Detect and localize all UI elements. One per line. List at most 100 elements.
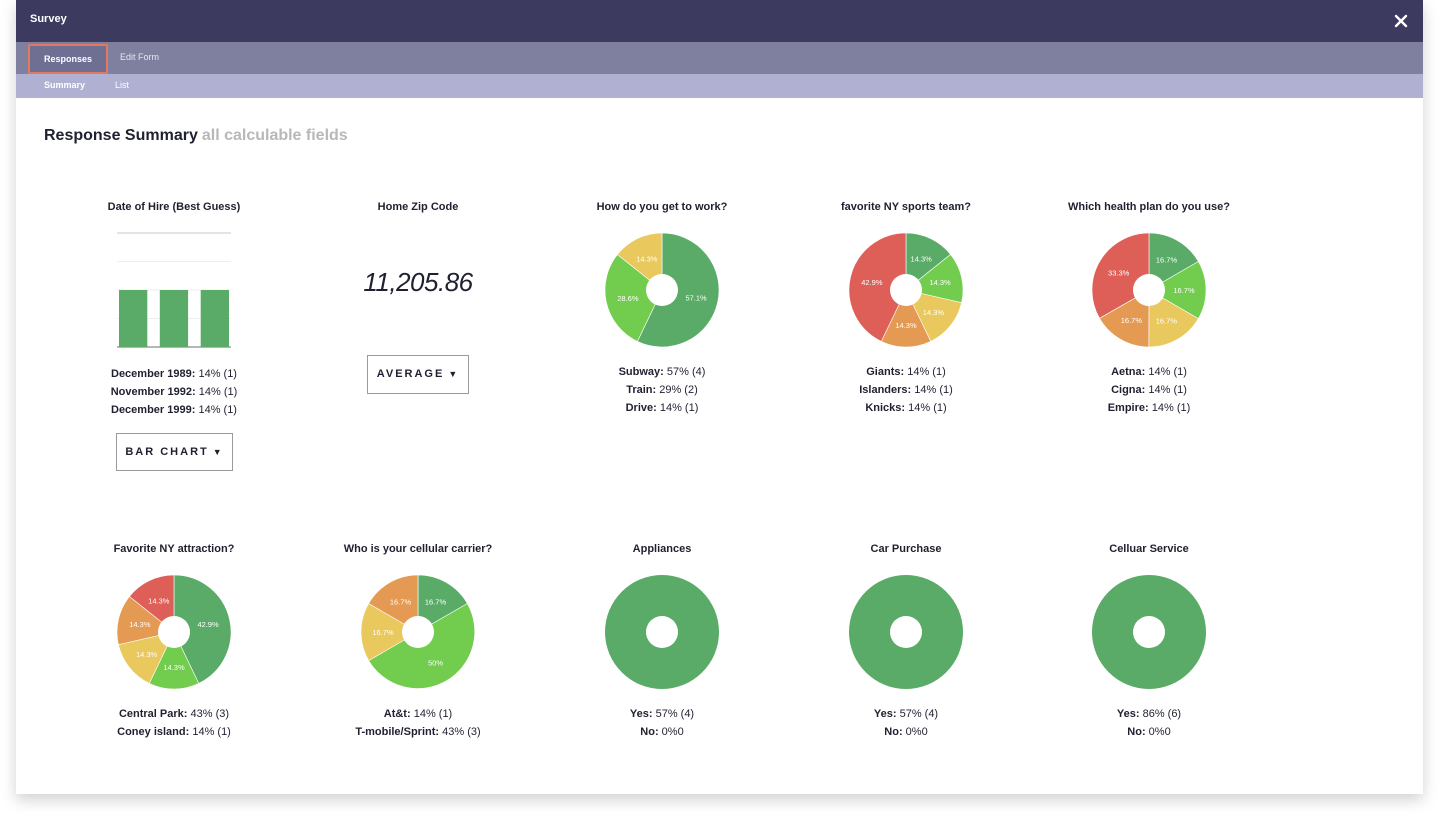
pie-slice — [1148, 233, 1199, 291]
legend-label: December 1999: — [111, 404, 196, 416]
secondary-tabs: Summary List — [16, 74, 1423, 98]
slice-label: 16.7% — [1156, 256, 1178, 265]
legend: Giants: 14% (1) Islanders: 14% (1) Knicks:… — [806, 363, 1006, 417]
slice-label: 33.3% — [1108, 268, 1130, 277]
legend-value: 43% (3) — [190, 708, 230, 720]
legend: Yes: 57% (4) No: 0%0 — [806, 705, 1006, 741]
donut-hole — [402, 616, 434, 648]
question-title: Appliances — [632, 543, 692, 555]
question-title: Favorite NY attraction? — [113, 543, 235, 555]
legend: Aetna: 14% (1) Cigna: 14% (1) Empire: 14% … — [1049, 363, 1249, 417]
pie-slice — [849, 233, 907, 342]
legend-value: 14% (1) — [1148, 366, 1187, 378]
average-value: 11,205.86 — [363, 267, 473, 297]
legend-row: December 1999: 14% (1) — [74, 401, 274, 419]
slice-label: 14.3% — [163, 663, 185, 672]
legend-label: Coney island: — [117, 726, 190, 738]
legend-label: No: — [884, 726, 903, 738]
donut-chart — [605, 575, 719, 689]
legend-row: Central Park: 43% (3) — [74, 705, 274, 723]
tab-list[interactable]: List — [115, 80, 130, 90]
tab-summary[interactable]: Summary — [44, 80, 86, 90]
slice-label: 14.3% — [636, 255, 658, 264]
pie-slice — [880, 289, 932, 347]
window-title: Survey — [30, 13, 67, 25]
legend-label: Empire: — [1107, 402, 1149, 414]
pie-slice — [173, 575, 231, 684]
card-sports-team: favorite NY sports team? 14.3% 14.3% 14.3% 1… — [806, 201, 1006, 417]
bar-chart — [117, 232, 231, 348]
legend-value: 14% (1) — [908, 402, 947, 414]
legend-label: Subway: — [618, 366, 664, 378]
chevron-down-icon: ▼ — [448, 369, 460, 379]
slice-label: 14.3% — [148, 597, 170, 606]
donut-chart: 16.7% 16.7% 16.7% 16.7% 33.3% — [1092, 233, 1206, 347]
legend-value: 14% (1) — [907, 366, 946, 378]
bar — [159, 290, 189, 347]
legend-value: 14% (1) — [1148, 384, 1187, 396]
legend-value: 57% (4) — [655, 708, 695, 720]
legend-row: Cigna: 14% (1) — [1049, 381, 1249, 399]
legend-label: Yes: — [629, 708, 653, 720]
page-title: Response Summary all calculable fields — [44, 127, 348, 145]
slice-label: 14.3% — [911, 255, 933, 264]
pie-slice — [129, 575, 175, 633]
slice-label: 14.3% — [923, 308, 945, 317]
card-attraction: Favorite NY attraction? 42.9% 14.3% 14.3% 14… — [74, 543, 274, 741]
legend-value: 0%0 — [1148, 726, 1171, 738]
slice-label: 16.7% — [1121, 316, 1143, 325]
legend-row: At&t: 14% (1) — [318, 705, 518, 723]
legend-value: 57% (4) — [899, 708, 939, 720]
legend-value: 14% (1) — [198, 386, 238, 398]
legend-value: 0%0 — [905, 726, 928, 738]
slice-label: 42.9% — [861, 278, 883, 287]
pie-slice — [361, 603, 419, 662]
pie-slice — [616, 233, 663, 291]
close-icon[interactable] — [1391, 10, 1411, 32]
slice-label: 57.1% — [685, 294, 707, 303]
legend: Yes: 57% (4) No: 0%0 — [562, 705, 762, 741]
aggregate-dropdown[interactable]: AVERAGE ▼ — [367, 355, 469, 394]
tab-edit-form[interactable]: Edit Form — [120, 52, 160, 62]
legend-value: 86% (6) — [1142, 708, 1182, 720]
legend-row: Subway: 57% (4) — [562, 363, 762, 381]
pie-slice — [148, 631, 200, 689]
legend-row: No: 0%0 — [562, 723, 762, 741]
question-title: Home Zip Code — [377, 201, 459, 213]
legend-row: Aetna: 14% (1) — [1049, 363, 1249, 381]
legend-value: 14% (1) — [192, 726, 231, 738]
legend-label: December 1989: — [111, 368, 196, 380]
donut-chart: 16.7% 50% 16.7% 16.7% — [361, 575, 475, 689]
slice-label: 16.7% — [390, 598, 412, 607]
legend-row: Empire: 14% (1) — [1049, 399, 1249, 417]
pie-slice — [417, 575, 468, 633]
legend-value: 14% (1) — [413, 708, 453, 720]
donut-hole — [890, 274, 922, 306]
legend-label: Cigna: — [1111, 384, 1146, 396]
donut-hole — [890, 616, 922, 648]
pie-slice — [1148, 289, 1199, 347]
legend: December 1989: 14% (1) November 1992: 14%… — [74, 365, 274, 419]
legend-value: 14% (1) — [1151, 402, 1191, 414]
tab-responses[interactable]: Responses — [28, 44, 109, 74]
legend-value: 29% (2) — [659, 384, 698, 396]
legend-label: At&t: — [383, 708, 411, 720]
slice-label: 16.7% — [372, 628, 394, 637]
chart-type-dropdown[interactable]: BAR CHART ▼ — [116, 433, 233, 471]
card-carrier: Who is your cellular carrier? 16.7% 50% 16.… — [318, 543, 518, 741]
card-date-of-hire: Date of Hire (Best Guess) December 1989:… — [74, 201, 274, 419]
card-appliances: Appliances Yes: 57% (4) No: 0%0 — [562, 543, 762, 741]
donut-hole — [1133, 616, 1165, 648]
card-home-zip: Home Zip Code 11,205.86 — [318, 201, 518, 298]
bar — [119, 290, 148, 347]
legend-label: Yes: — [1116, 708, 1140, 720]
page-subtitle: all calculable fields — [201, 127, 348, 144]
question-title: Who is your cellular carrier? — [343, 543, 493, 555]
slice-label: 14.3% — [136, 650, 158, 659]
legend-row: Yes: 57% (4) — [562, 705, 762, 723]
card-commute: How do you get to work? 57.1% 28.6% 14.3% Su… — [562, 201, 762, 417]
legend: Subway: 57% (4) Train: 29% (2) Drive: 14% … — [562, 363, 762, 417]
aggregate-label: AVERAGE — [376, 368, 445, 380]
legend-label: Aetna: — [1111, 366, 1146, 378]
pie-slice — [905, 289, 962, 342]
